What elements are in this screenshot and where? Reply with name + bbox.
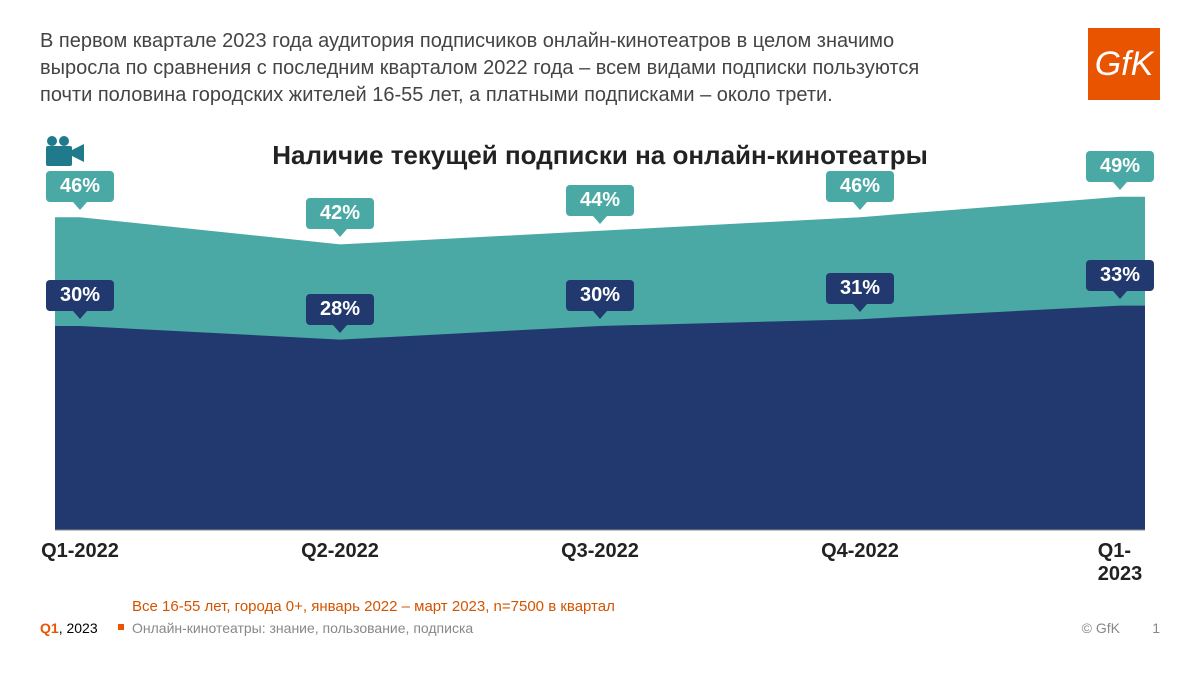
footer-page-number: 1	[1152, 620, 1160, 636]
slide-description: В первом квартале 2023 года аудитория по…	[40, 28, 940, 109]
x-axis-label: Q1-2023	[1098, 540, 1143, 586]
slide: В первом квартале 2023 года аудитория по…	[0, 0, 1200, 675]
gfk-logo: GfK	[1088, 28, 1160, 100]
x-axis-label: Q3-2022	[561, 540, 639, 563]
footnote-sample: Все 16-55 лет, города 0+, январь 2022 – …	[132, 598, 615, 615]
area-lower	[55, 306, 1145, 530]
bullet-icon	[118, 624, 124, 630]
area-chart: 46%30%42%28%44%30%46%31%49%33%	[55, 190, 1145, 530]
footer-quarter-year: , 2023	[59, 620, 98, 636]
footer-copyright: © GfK	[1082, 620, 1120, 636]
footnote-source: Онлайн-кинотеатры: знание, пользование, …	[132, 620, 473, 636]
footer-quarter-q: Q1	[40, 620, 59, 636]
footer-quarter: Q1, 2023	[40, 620, 98, 636]
callout-tail-icon	[1113, 182, 1127, 190]
x-axis-labels: Q1-2022Q2-2022Q3-2022Q4-2022Q1-2023	[55, 540, 1145, 570]
x-axis-label: Q1-2022	[41, 540, 119, 563]
x-axis-label: Q4-2022	[821, 540, 899, 563]
gfk-logo-text: GfK	[1095, 45, 1154, 84]
x-axis-label: Q2-2022	[301, 540, 379, 563]
chart-title: Наличие текущей подписки на онлайн-кинот…	[40, 140, 1160, 171]
